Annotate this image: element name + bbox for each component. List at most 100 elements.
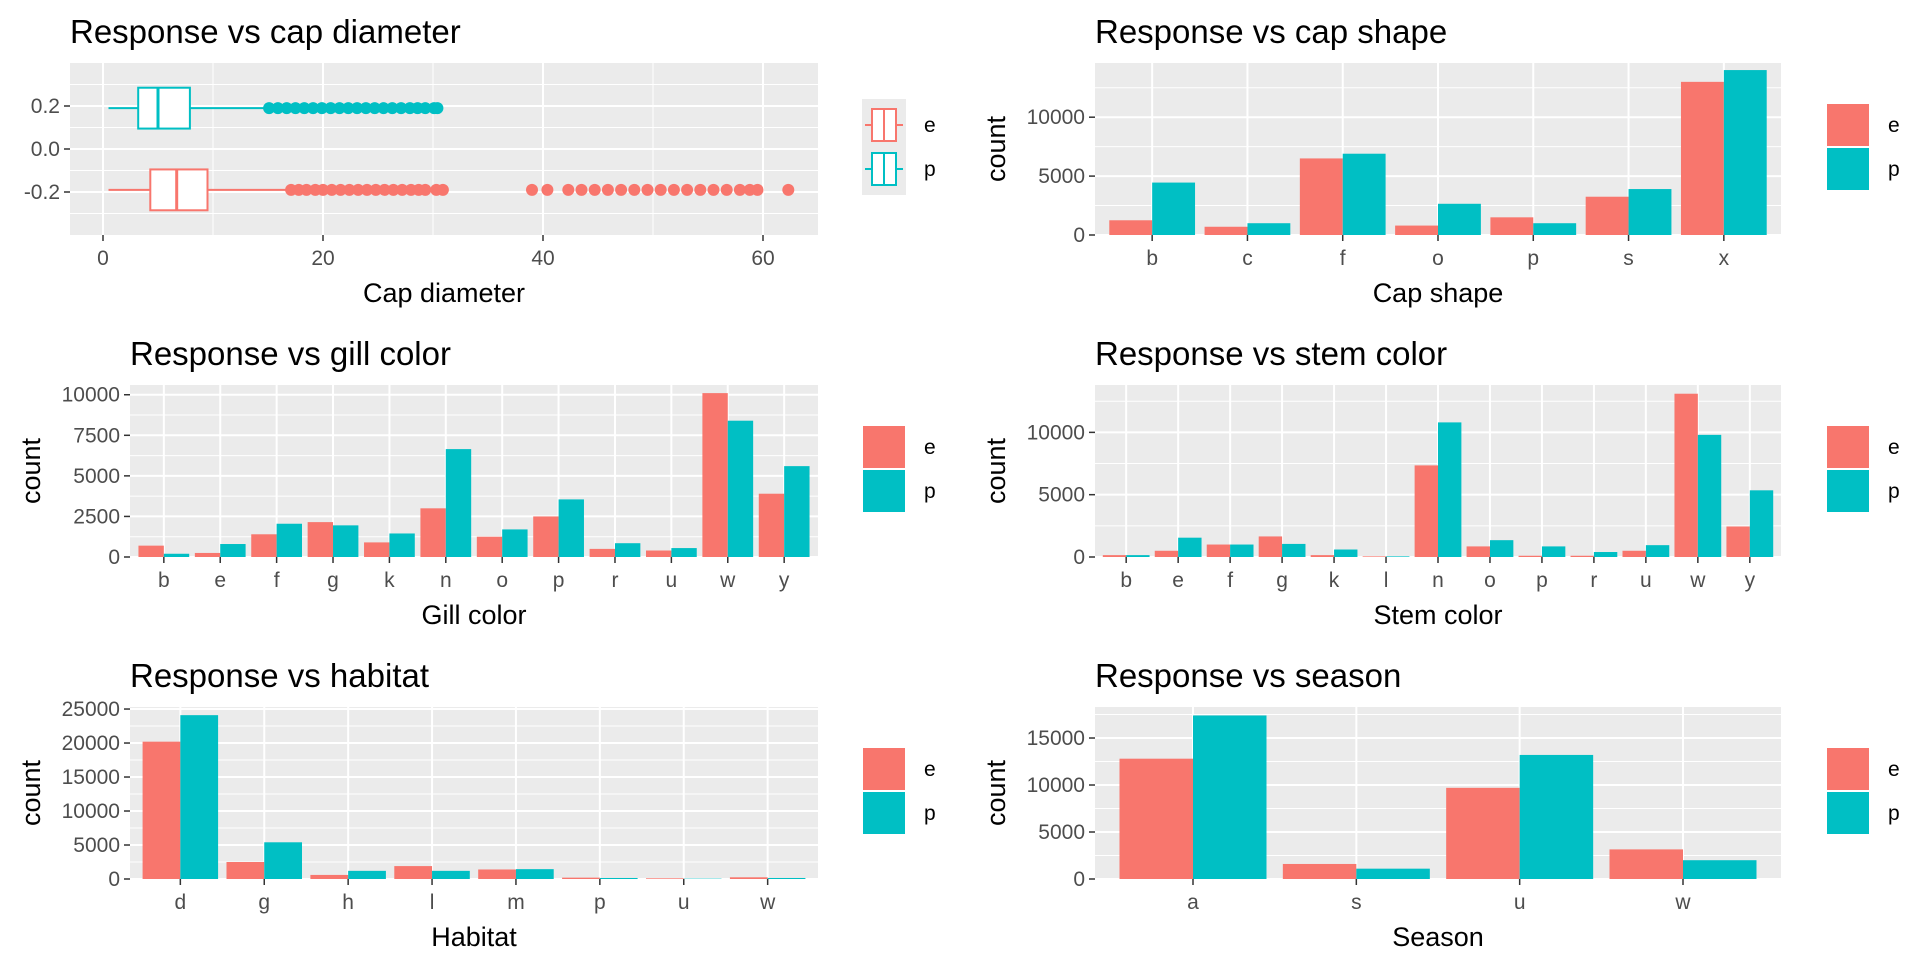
bar-p-u: [1645, 545, 1670, 557]
y-tick-label: 10000: [62, 800, 120, 823]
bar-p-o: [1489, 540, 1514, 557]
legend-key-p: p: [862, 469, 936, 513]
legend-label: p: [924, 480, 936, 503]
bar-e-p: [562, 877, 600, 879]
legend-label: e: [1888, 114, 1900, 137]
outlier-point: [352, 183, 365, 196]
chart-title: Response vs cap shape: [1095, 13, 1447, 50]
bar-p-g: [333, 525, 359, 557]
outlier-point: [342, 102, 355, 115]
outlier-point: [628, 183, 641, 196]
legend-swatch: [863, 470, 905, 512]
bar-p-f: [1342, 153, 1386, 235]
outlier-point: [307, 102, 320, 115]
y-tick-label: 15000: [62, 766, 120, 789]
outlier-point: [377, 102, 390, 115]
x-tick-label: e: [1172, 569, 1184, 592]
panel-2: Response vs gill color Gill color count 0 25…: [16, 335, 936, 630]
outlier-point: [325, 183, 338, 196]
outlier-point: [694, 183, 707, 196]
panel-3: Response vs stem color Stem color count 0 50…: [981, 335, 1900, 630]
outlier-point: [361, 183, 373, 196]
x-tick-label: l: [1384, 569, 1389, 592]
x-tick-label: w: [1689, 569, 1706, 592]
bar-e-m: [478, 869, 516, 879]
x-tick-label: r: [1590, 569, 1597, 592]
y-tick-label: 20000: [62, 732, 120, 755]
x-tick-label: l: [430, 891, 435, 914]
legend-label: e: [1888, 436, 1900, 459]
x-tick-label: k: [384, 569, 395, 592]
outlier-point: [386, 102, 399, 115]
outlier-point: [526, 183, 538, 196]
outlier-point: [263, 102, 276, 115]
y-axis-title: count: [16, 759, 46, 826]
legend-key-p: p: [862, 147, 936, 191]
bar-p-a: [1193, 715, 1267, 879]
x-tick-label: u: [1514, 891, 1526, 914]
x-tick-label: w: [1674, 891, 1691, 914]
x-tick-label: m: [507, 891, 525, 914]
x-tick-label: 0: [97, 247, 109, 270]
legend-key-e: e: [862, 103, 936, 147]
y-axis-title: count: [981, 437, 1011, 504]
x-tick-label: b: [158, 569, 170, 592]
legend-key-e: e: [1826, 425, 1900, 469]
bar-e-u: [1446, 787, 1520, 879]
x-tick-label: p: [1527, 247, 1539, 270]
bar-e-b: [138, 545, 164, 557]
chart-title: Response vs habitat: [130, 657, 429, 694]
x-tick-label: n: [440, 569, 452, 592]
legend-label: p: [924, 158, 936, 181]
x-axis-title: Habitat: [431, 922, 517, 952]
bar-e-p: [533, 516, 559, 557]
bar-p-e: [1178, 537, 1202, 557]
bar-e-r: [589, 548, 615, 557]
bar-p-w: [727, 420, 754, 557]
outlier-point: [601, 183, 614, 196]
legend-label: p: [1888, 158, 1900, 181]
x-axis-title: Stem color: [1373, 600, 1502, 630]
y-tick-label: -0.2: [24, 181, 60, 204]
x-tick-label: f: [1227, 569, 1233, 592]
outlier-point: [667, 183, 680, 196]
bar-p-s: [1356, 868, 1430, 879]
bar-e-e: [1154, 550, 1179, 557]
bar-p-m: [515, 869, 554, 879]
bar-p-b: [163, 553, 190, 557]
legend-key-p: p: [1826, 791, 1900, 835]
x-tick-label: h: [342, 891, 354, 914]
x-tick-label: x: [1719, 247, 1730, 270]
x-tick-label: k: [1329, 569, 1340, 592]
legend-key-e: e: [1826, 103, 1900, 147]
bar-p-o: [502, 529, 528, 557]
legend-swatch: [1827, 748, 1869, 790]
x-tick-label: f: [1340, 247, 1346, 270]
legend-label: p: [924, 802, 936, 825]
chart-title: Response vs cap diameter: [70, 13, 461, 50]
x-tick-label: s: [1351, 891, 1362, 914]
bar-e-k: [1310, 555, 1335, 557]
outlier-point: [641, 183, 654, 196]
y-tick-label: 10000: [1027, 421, 1085, 444]
outlier-point: [588, 183, 601, 196]
bar-p-k: [1334, 549, 1358, 557]
x-tick-label: y: [1745, 569, 1756, 592]
bar-p-p: [558, 499, 584, 557]
outlier-point: [334, 183, 347, 196]
bar-e-w: [702, 393, 728, 557]
bar-p-f: [1230, 544, 1254, 557]
legend-key-e: e: [1826, 747, 1900, 791]
x-axis-title: Season: [1392, 922, 1484, 952]
bar-p-g: [1282, 543, 1306, 557]
bar-e-x: [1680, 81, 1724, 236]
bar-e-p: [1490, 217, 1534, 235]
bar-p-l: [1386, 556, 1410, 557]
bar-p-s: [1628, 189, 1672, 235]
outlier-point: [419, 183, 432, 196]
y-axis-title: count: [16, 437, 46, 504]
outlier-point: [419, 102, 432, 115]
chart-title: Response vs gill color: [130, 335, 451, 372]
bar-p-c: [1247, 223, 1291, 235]
legend-swatch: [1827, 104, 1869, 146]
